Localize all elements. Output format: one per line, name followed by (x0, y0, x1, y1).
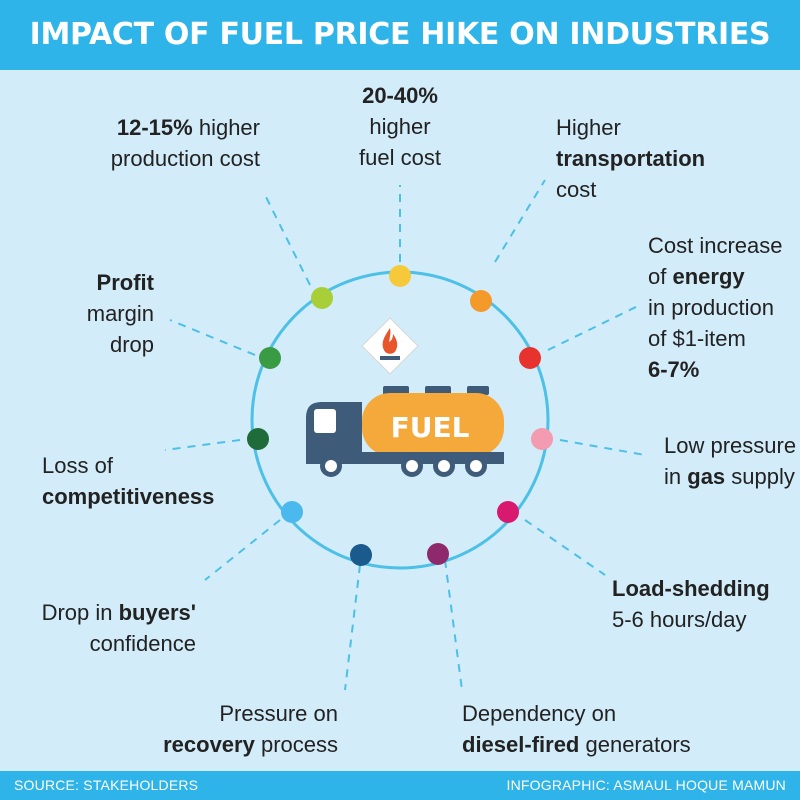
dot-transport (470, 290, 492, 312)
buyers-pre: Drop in (41, 600, 119, 625)
diesel-bold: diesel-fired (462, 732, 580, 757)
connector-buyers (204, 519, 281, 581)
diesel-line1: Dependency on (462, 701, 617, 726)
connector-diesel (444, 559, 463, 691)
connector-recovery (344, 564, 361, 691)
connector-gas (559, 439, 646, 456)
impact-dots (247, 265, 553, 566)
infographic-title: IMPACT OF FUEL PRICE HIKE ON INDUSTRIES (29, 17, 771, 52)
label-higher-transportation: Higher transportation cost (556, 112, 796, 205)
label-higher-fuel-cost: 20-40% higher fuel cost (330, 80, 470, 173)
dot-fuel-cost (389, 265, 411, 287)
label-profit-margin: Profit margin drop (50, 267, 154, 360)
dot-diesel (427, 543, 449, 565)
fuel-cost-line2: higher (369, 114, 431, 139)
label-competitiveness: Loss of competitiveness (42, 450, 242, 512)
infographic-credit: INFOGRAPHIC: ASMAUL HOQUE MAMUN (506, 777, 786, 793)
truck-wheels (320, 455, 487, 477)
energy-pre: of (648, 264, 673, 289)
transport-bold: transportation (556, 146, 706, 171)
dot-load-shedding (497, 501, 519, 523)
production-line2: production cost (110, 146, 260, 171)
transport-line1: Higher (556, 115, 621, 140)
label-diesel-generators: Dependency on diesel-fired generators (462, 698, 762, 760)
load-shedding-hours: 5-6 hours/day (612, 607, 747, 632)
transport-line3: cost (556, 177, 597, 202)
connector-energy (547, 304, 641, 351)
dot-profit (259, 347, 281, 369)
fuel-cost-percent: 20-40% (362, 83, 438, 108)
dot-energy (519, 347, 541, 369)
dot-gas (531, 428, 553, 450)
dot-production (311, 287, 333, 309)
gas-post: supply (725, 464, 795, 489)
profit-line2: margin (86, 301, 154, 326)
gas-bold: gas (687, 464, 726, 489)
profit-bold: Profit (96, 270, 154, 295)
flammable-hazard-icon (361, 317, 419, 375)
label-energy-cost: Cost increase of energy in production of… (648, 230, 798, 385)
connector-production (264, 194, 311, 286)
source-credit: SOURCE: STAKEHOLDERS (14, 777, 199, 793)
connector-lines (164, 179, 646, 691)
gas-pre: in (664, 464, 688, 489)
dot-recovery (350, 544, 372, 566)
production-percent: 12-15% (116, 115, 193, 140)
connector-transport (494, 179, 546, 263)
energy-line4: of $1-item (648, 326, 746, 351)
competitiveness-line1: Loss of (42, 453, 113, 478)
energy-line3: in production (648, 295, 774, 320)
production-post: higher (192, 115, 260, 140)
recovery-post: process (254, 732, 338, 757)
connector-load-shedding (524, 519, 606, 576)
load-shedding-bold: Load-shedding (612, 576, 770, 601)
label-recovery: Pressure on recovery process (100, 698, 338, 760)
competitiveness-bold: competitiveness (42, 484, 215, 509)
energy-bold: energy (672, 264, 745, 289)
dot-competitiveness (247, 428, 269, 450)
profit-line3: drop (109, 332, 154, 357)
gas-line1: Low pressure (664, 433, 797, 458)
fuel-cost-line3: fuel cost (359, 145, 441, 170)
fuel-tank (362, 393, 504, 456)
title-banner: IMPACT OF FUEL PRICE HIKE ON INDUSTRIES (0, 0, 800, 70)
buyers-bold: buyers' (118, 600, 196, 625)
recovery-bold: recovery (163, 732, 255, 757)
tank-label: FUEL (391, 411, 470, 444)
footer-banner (0, 771, 800, 800)
dot-buyers (281, 501, 303, 523)
label-gas-pressure: Low pressure in gas supply (664, 430, 800, 492)
buyers-line2: confidence (89, 631, 196, 656)
label-production-cost: 12-15% higher production cost (60, 112, 260, 174)
recovery-line1: Pressure on (219, 701, 338, 726)
energy-line1: Cost increase (648, 233, 783, 258)
label-buyers-confidence: Drop in buyers' confidence (10, 597, 196, 659)
connector-profit (169, 319, 256, 356)
diesel-post: generators (579, 732, 691, 757)
connector-competitiveness (164, 439, 241, 451)
energy-percent: 6-7% (648, 357, 700, 382)
fuel-truck-icon: FUEL (306, 386, 504, 477)
label-load-shedding: Load-shedding 5-6 hours/day (612, 573, 798, 635)
